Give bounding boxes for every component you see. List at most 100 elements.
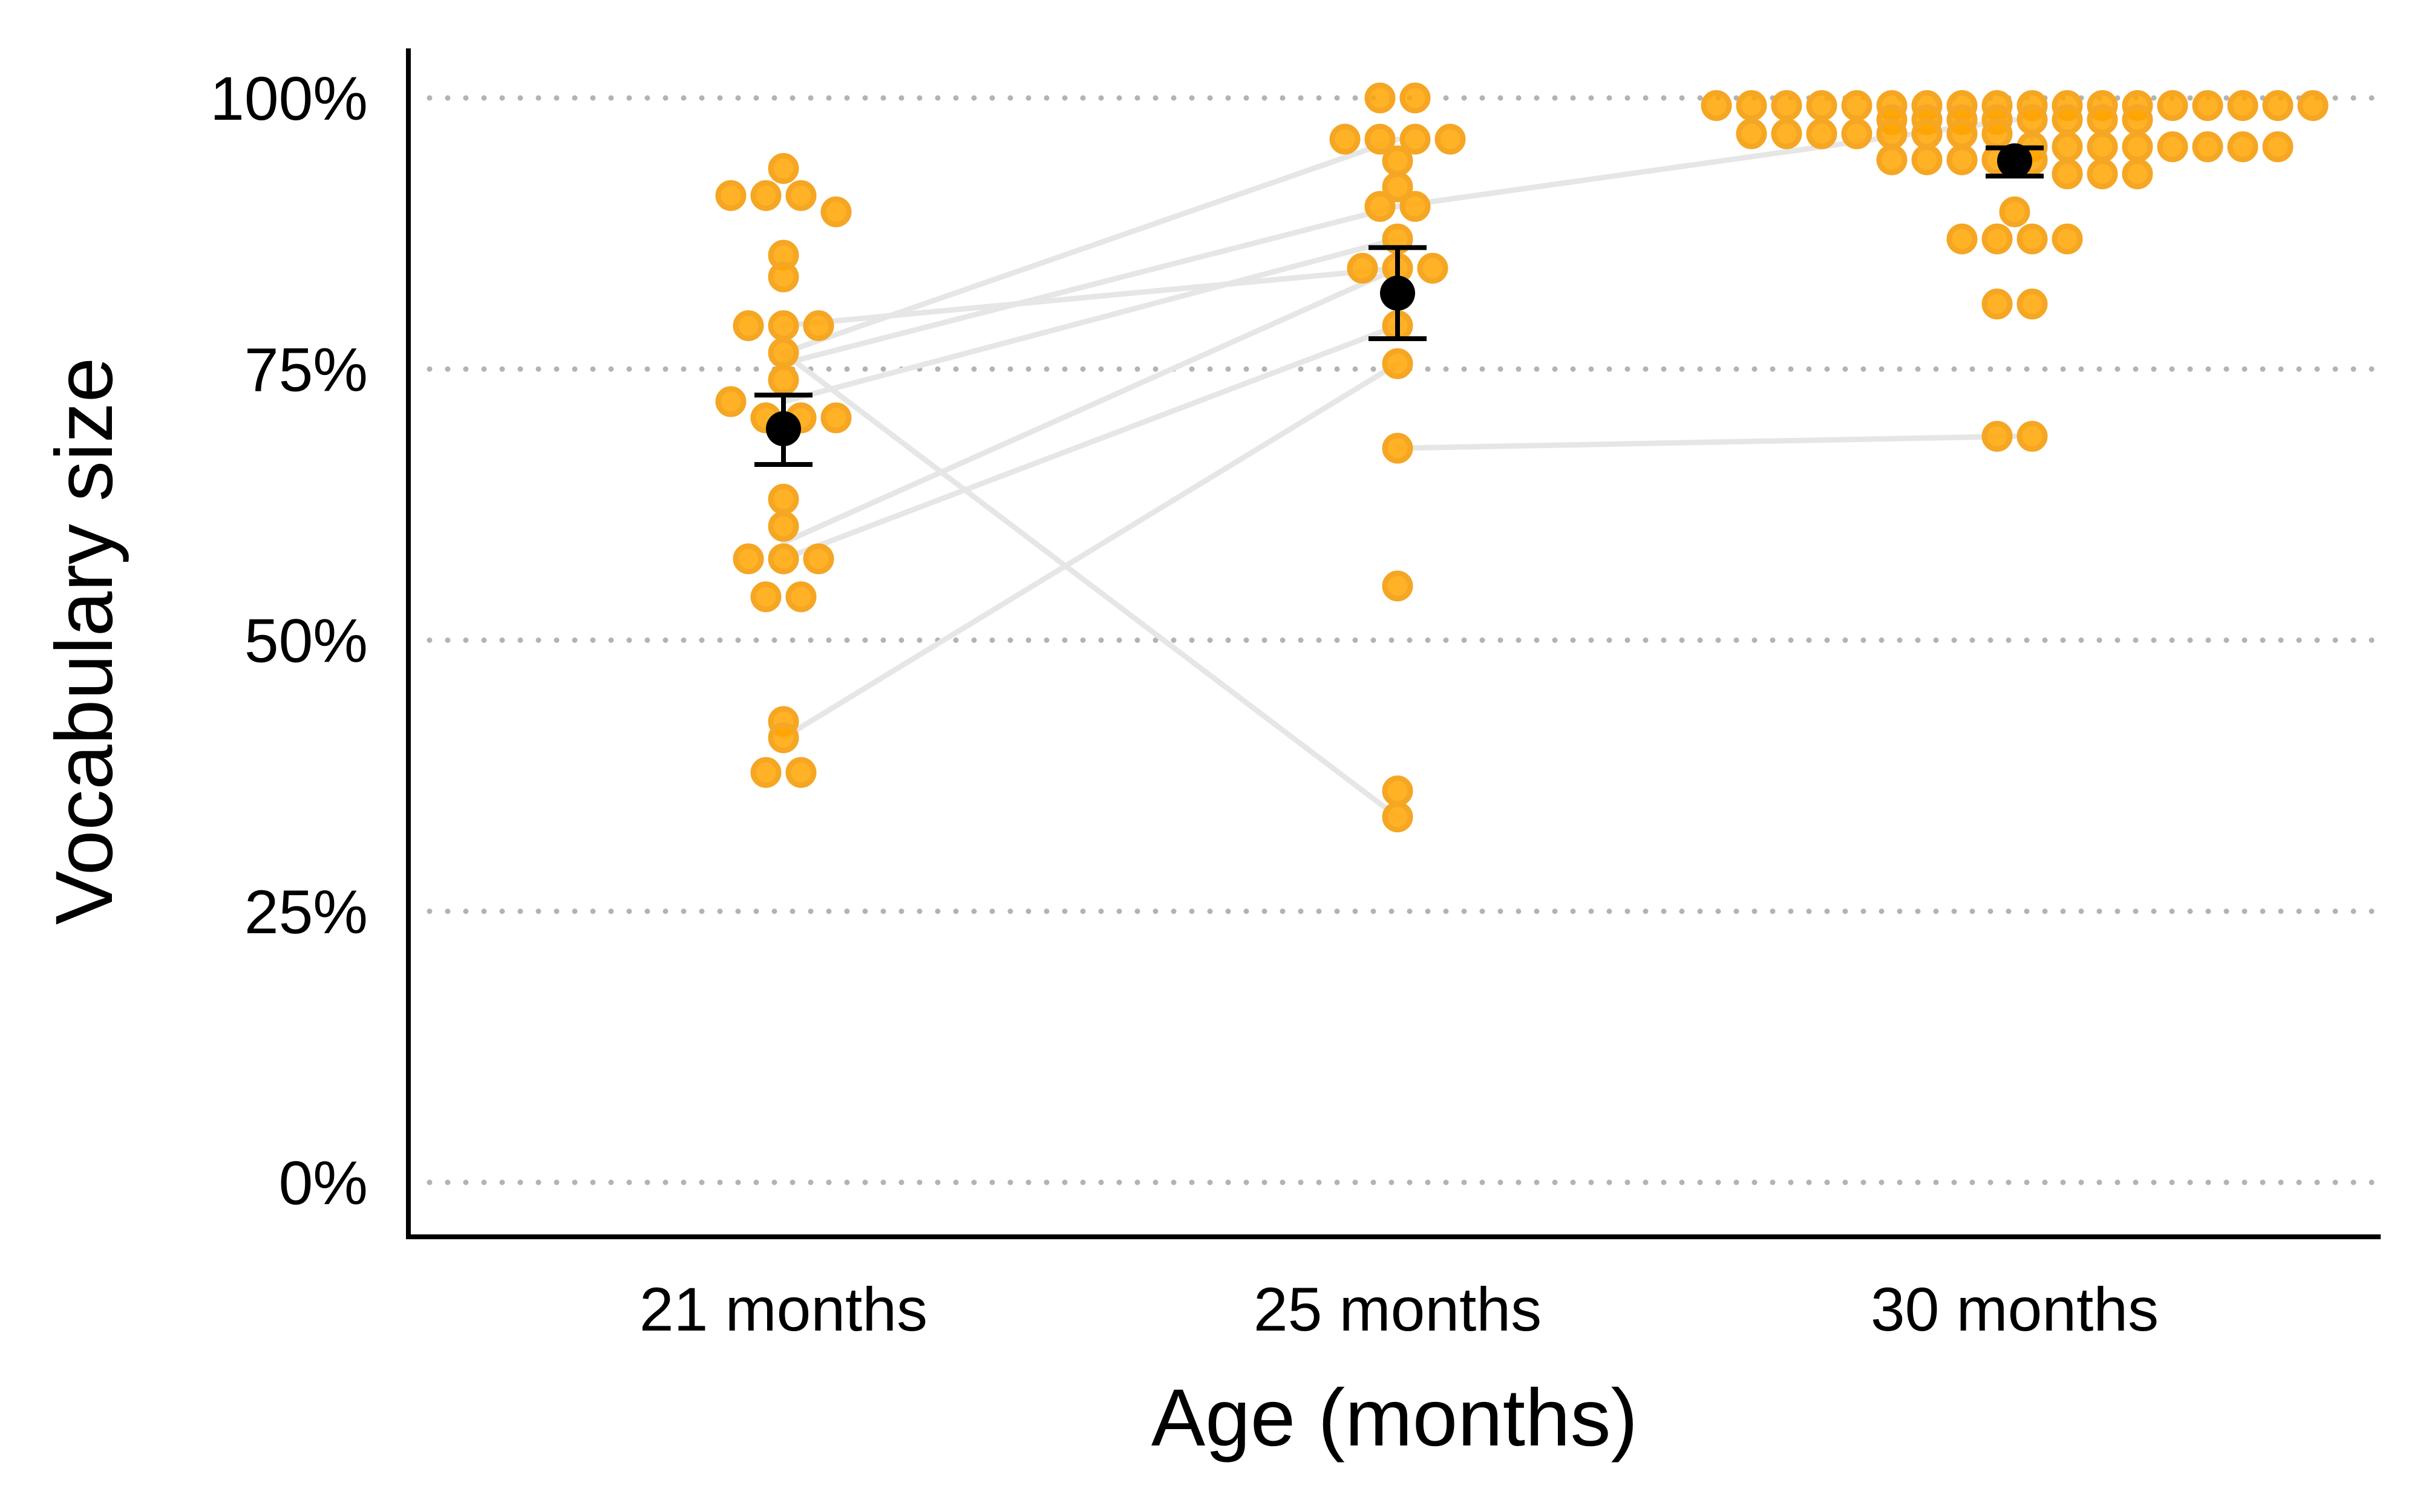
mean-point (1997, 143, 2032, 178)
data-point (1364, 82, 1396, 114)
data-point (1347, 253, 1378, 284)
data-point (1981, 420, 2013, 452)
data-point (1981, 288, 2013, 320)
x-tick-label: 21 months (639, 1275, 927, 1344)
data-point (803, 543, 834, 575)
data-point (1806, 90, 1837, 122)
data-point (1382, 145, 1413, 177)
paired-line (780, 360, 1401, 741)
data-point (1876, 118, 1908, 149)
data-point (1946, 118, 1978, 149)
data-point (733, 543, 764, 575)
paired-line (780, 236, 1401, 405)
data-point (1911, 144, 1943, 175)
data-point (2052, 223, 2083, 255)
data-point (1329, 123, 1361, 155)
data-point (750, 757, 782, 788)
data-point (1771, 118, 1802, 149)
data-point (1382, 801, 1413, 833)
y-tick-label: 100% (210, 64, 368, 133)
data-point (2192, 131, 2223, 163)
data-point (1806, 118, 1837, 149)
data-point (785, 581, 817, 613)
data-point (2262, 90, 2294, 122)
data-point (1382, 171, 1413, 203)
data-point (2016, 104, 2048, 135)
data-point (1841, 118, 1872, 149)
data-point (768, 483, 799, 515)
data-point (715, 180, 747, 211)
data-point (1364, 123, 1396, 155)
y-tick-label: 25% (244, 878, 368, 947)
data-point (1364, 191, 1396, 222)
y-tick-label: 75% (244, 335, 368, 404)
x-axis-title: Age (months) (1151, 1373, 1638, 1463)
data-point (2122, 131, 2153, 163)
data-point (1981, 223, 2013, 255)
mean-point (766, 411, 801, 446)
data-point (2122, 158, 2153, 190)
y-tick-labels: 0% 25% 50% 75% 100% (210, 64, 368, 1217)
data-point (1434, 123, 1466, 155)
data-point (2227, 90, 2258, 122)
data-point (1382, 432, 1413, 464)
data-point (2297, 90, 2329, 122)
data-point (2016, 288, 2048, 320)
data-point (750, 180, 782, 211)
grid-lines (427, 95, 2384, 1185)
data-point (2157, 90, 2188, 122)
paired-line (1395, 433, 2018, 451)
data-point (2087, 158, 2118, 190)
data-point (1771, 90, 1802, 122)
data-point (2052, 131, 2083, 163)
data-point (820, 196, 852, 227)
paired-line (780, 203, 1401, 367)
data-point (1399, 191, 1431, 222)
data-point (768, 310, 799, 342)
paired-line (780, 136, 1401, 356)
data-points (715, 82, 2329, 833)
data-point (1399, 123, 1431, 155)
data-point (2087, 131, 2118, 163)
data-point (2087, 104, 2118, 135)
x-tick-label: 30 months (1871, 1275, 2159, 1344)
y-axis-title: Vocabulary size (39, 357, 129, 925)
axes (406, 48, 2381, 1239)
data-point (820, 402, 852, 434)
data-point (1911, 118, 1943, 149)
mean-point (1380, 275, 1415, 311)
data-point (1876, 144, 1908, 175)
x-tick-labels: 21 months 25 months 30 months (639, 1275, 2159, 1344)
data-point (2016, 420, 2048, 452)
data-point (785, 180, 817, 211)
data-point (1701, 90, 1732, 122)
data-point (1946, 223, 1978, 255)
data-point (1417, 253, 1448, 284)
data-point (768, 722, 799, 754)
paired-line (780, 266, 1401, 329)
data-point (785, 757, 817, 788)
y-tick-label: 0% (279, 1149, 368, 1217)
data-point (768, 543, 799, 575)
data-point (768, 153, 799, 184)
paired-line (780, 350, 1401, 820)
data-point (1736, 90, 1767, 122)
mean-markers (754, 143, 2044, 468)
data-point (733, 310, 764, 342)
data-point (803, 310, 834, 342)
data-point (1382, 775, 1413, 807)
data-point (2052, 104, 2083, 135)
data-point (2016, 223, 2048, 255)
data-point (768, 364, 799, 396)
data-point (768, 510, 799, 542)
data-point (2122, 104, 2153, 135)
data-point (1841, 90, 1872, 122)
paired-line (780, 323, 1401, 562)
data-point (2227, 131, 2258, 163)
data-point (1736, 118, 1767, 149)
data-point (2192, 90, 2223, 122)
data-point (2052, 158, 2083, 190)
data-point (768, 337, 799, 368)
data-point (1946, 144, 1978, 175)
